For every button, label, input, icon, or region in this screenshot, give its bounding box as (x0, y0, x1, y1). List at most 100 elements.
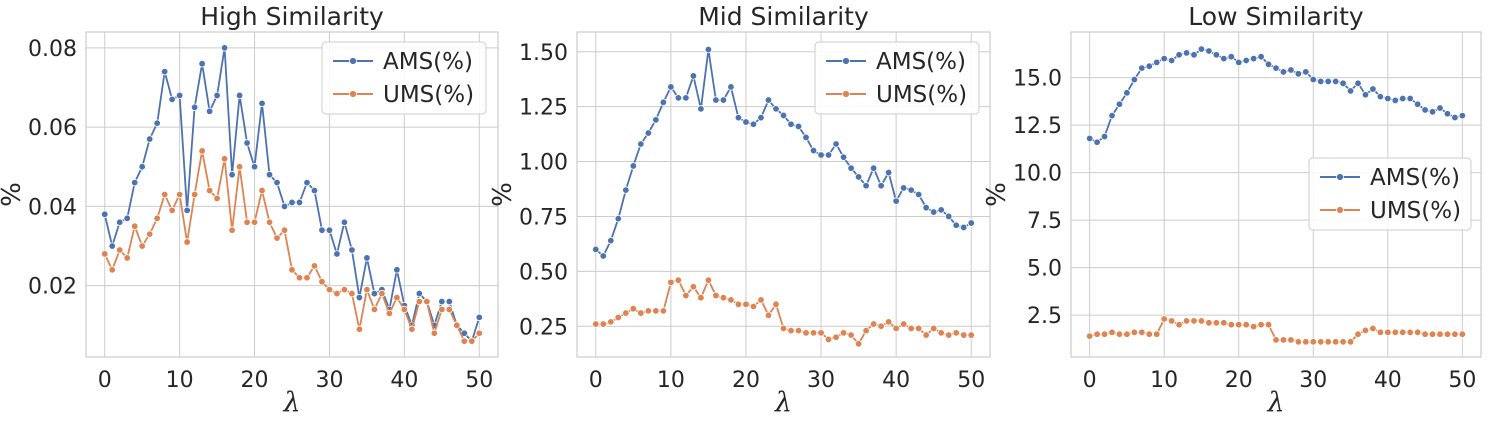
data-point (907, 324, 915, 333)
x-tick-label: 10 (166, 368, 194, 393)
data-point (220, 44, 229, 52)
data-point (198, 60, 206, 68)
data-point (712, 96, 720, 104)
data-point (333, 289, 341, 298)
data-point (235, 91, 244, 100)
data-point (929, 208, 938, 216)
data-point (1130, 75, 1139, 84)
data-point (295, 198, 304, 207)
series-line (1089, 48, 1463, 144)
x-axis-label: λ (1266, 387, 1284, 418)
data-point (310, 262, 319, 270)
data-point (1227, 320, 1235, 329)
series-ums (101, 147, 483, 345)
x-tick-label: 30 (1299, 368, 1327, 393)
x-tick-label: 50 (957, 368, 985, 393)
data-point (1205, 47, 1213, 55)
data-point (817, 151, 825, 159)
data-point (243, 218, 251, 226)
data-point (734, 113, 743, 122)
data-point (712, 291, 720, 300)
data-point (652, 116, 660, 124)
data-point (1123, 330, 1131, 338)
data-point (1436, 104, 1444, 112)
data-point (742, 300, 750, 308)
x-tick-label: 50 (465, 368, 493, 393)
data-point (884, 318, 893, 326)
x-tick-label: 30 (807, 368, 835, 393)
data-point (475, 329, 483, 337)
data-point (1458, 111, 1467, 120)
data-point (802, 133, 810, 142)
data-point (697, 105, 705, 113)
data-point (1242, 56, 1250, 65)
data-point (160, 67, 169, 76)
data-point (101, 250, 109, 258)
x-tick-label: 50 (1448, 368, 1476, 393)
data-point (787, 326, 795, 335)
data-point (1331, 77, 1340, 86)
y-tick-label: 1.25 (519, 96, 568, 121)
data-point (1242, 320, 1250, 329)
data-point (468, 337, 476, 345)
data-point (682, 291, 690, 300)
data-point (123, 214, 131, 222)
data-point (757, 296, 765, 304)
data-point (1399, 94, 1407, 103)
data-point (116, 246, 124, 254)
series-ums (1085, 315, 1467, 346)
data-point (318, 226, 326, 234)
data-point (734, 300, 743, 308)
y-tick-label: 0.06 (28, 116, 77, 141)
y-tick-label: 7.5 (1027, 209, 1062, 234)
data-point (1279, 68, 1288, 76)
data-point (228, 226, 236, 234)
data-point (749, 302, 758, 311)
data-point (1354, 330, 1362, 338)
data-point (1443, 330, 1452, 338)
data-point (123, 254, 131, 262)
data-point (1257, 53, 1265, 61)
data-point (629, 162, 638, 170)
data-point (1264, 60, 1273, 69)
x-tick-label: 40 (882, 368, 910, 393)
data-point (809, 329, 818, 337)
data-point (280, 202, 289, 211)
data-point (839, 329, 848, 337)
data-point (1115, 100, 1124, 108)
data-point (592, 320, 600, 328)
data-point (659, 98, 668, 106)
data-point (1108, 328, 1116, 336)
data-point (644, 307, 653, 315)
data-point (355, 325, 364, 333)
data-point (689, 72, 698, 80)
data-point (614, 214, 622, 223)
data-point (243, 139, 251, 147)
data-point (1346, 87, 1355, 95)
data-point (168, 206, 176, 215)
y-tick-label: 1.50 (519, 41, 568, 66)
data-point (952, 329, 960, 337)
data-point (1428, 108, 1437, 116)
x-tick-label: 20 (732, 368, 760, 393)
data-point (1175, 51, 1183, 59)
data-point (205, 186, 214, 195)
data-point (138, 163, 146, 171)
data-point (1384, 328, 1392, 336)
chart-title: High Similarity (200, 2, 384, 31)
data-point (652, 307, 660, 315)
data-point (1182, 49, 1191, 57)
data-point (914, 190, 923, 199)
data-point (445, 305, 454, 314)
data-point (1324, 77, 1332, 86)
data-point (415, 289, 424, 298)
x-axis-label: λ (774, 387, 792, 418)
data-point (310, 186, 319, 195)
data-point (667, 83, 675, 91)
series-ams (1085, 45, 1467, 146)
data-point (370, 305, 379, 314)
legend: AMS(%) UMS(%) (814, 41, 980, 115)
data-point (1182, 317, 1191, 325)
data-point (1294, 338, 1303, 346)
data-point (213, 91, 221, 100)
